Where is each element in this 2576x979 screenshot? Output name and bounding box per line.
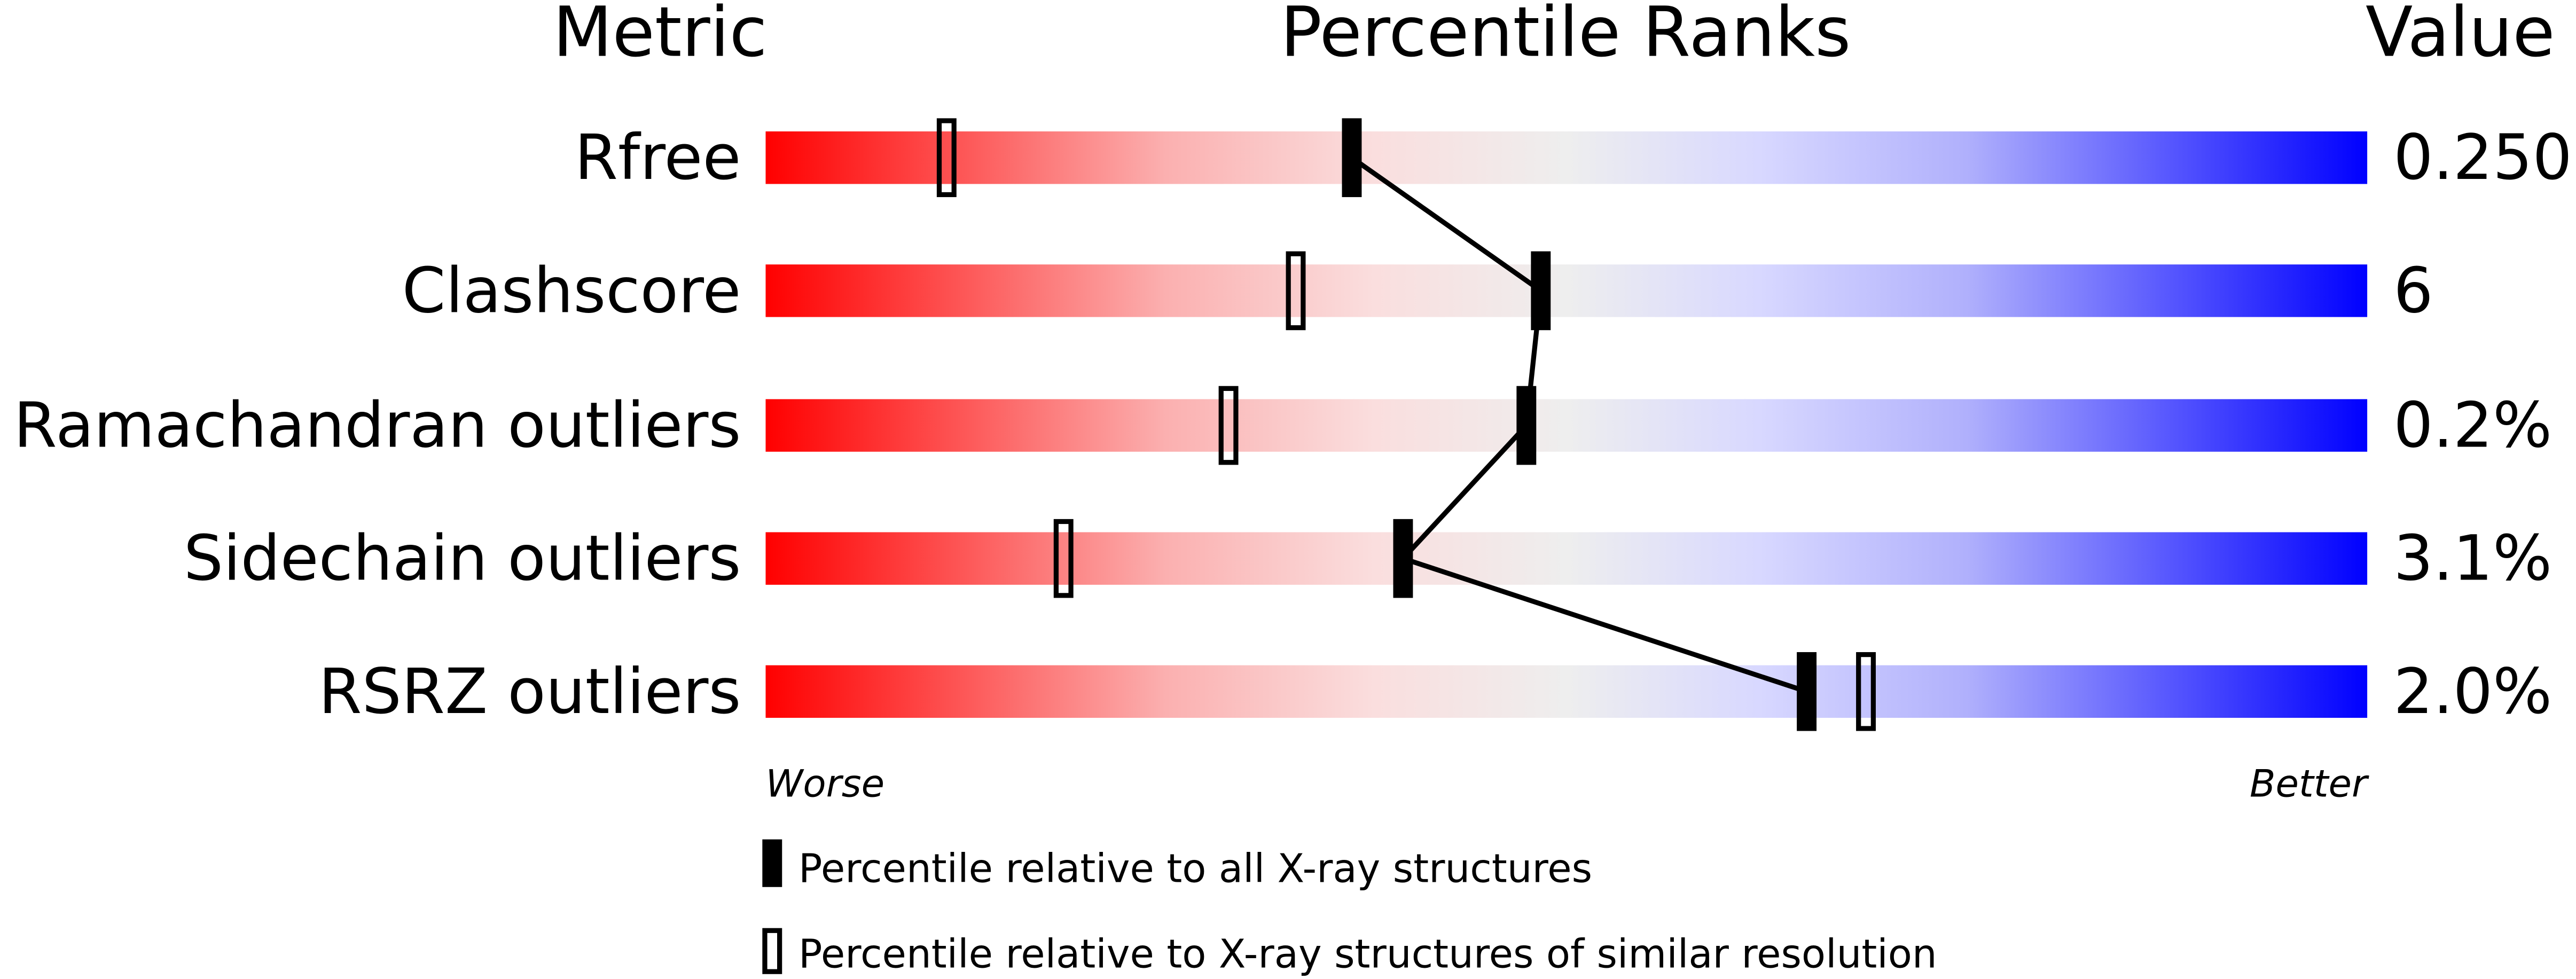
marker-similar-resolution bbox=[1053, 519, 1074, 598]
metric-value: 0.250 bbox=[2393, 121, 2572, 194]
percentile-bar bbox=[765, 131, 2368, 184]
metric-label: RSRZ outliers bbox=[318, 655, 741, 728]
marker-similar-resolution bbox=[1286, 251, 1306, 331]
worse-label: Worse bbox=[765, 762, 884, 806]
marker-similar-resolution bbox=[1856, 652, 1876, 731]
percentile-bar bbox=[765, 399, 2368, 452]
header-metric: Metric bbox=[553, 0, 768, 73]
marker-all-structures bbox=[1342, 118, 1362, 198]
legend-open-label: Percentile relative to X-ray structures … bbox=[798, 931, 1937, 977]
metric-label: Sidechain outliers bbox=[184, 522, 741, 595]
legend-filled-marker bbox=[762, 839, 782, 887]
marker-similar-resolution bbox=[936, 118, 957, 198]
marker-all-structures bbox=[1516, 386, 1537, 465]
percentile-bar bbox=[765, 665, 2368, 718]
metric-value: 2.0% bbox=[2393, 655, 2552, 728]
marker-all-structures bbox=[1393, 519, 1413, 598]
marker-similar-resolution bbox=[1218, 386, 1239, 465]
header-percentile-ranks: Percentile Ranks bbox=[1280, 0, 1851, 73]
percentile-bar bbox=[765, 264, 2368, 317]
percentile-bar bbox=[765, 532, 2368, 585]
legend-filled-label: Percentile relative to all X-ray structu… bbox=[798, 846, 1592, 892]
marker-all-structures bbox=[1797, 652, 1817, 731]
header-value: Value bbox=[2366, 0, 2555, 73]
marker-all-structures bbox=[1531, 251, 1551, 331]
legend-open-marker bbox=[762, 928, 782, 974]
metric-value: 3.1% bbox=[2393, 522, 2552, 595]
metric-value: 6 bbox=[2393, 254, 2433, 327]
better-label: Better bbox=[2250, 762, 2369, 806]
metric-value: 0.2% bbox=[2393, 389, 2552, 462]
metric-label: Clashscore bbox=[402, 254, 741, 327]
metric-label: Ramachandran outliers bbox=[13, 389, 741, 462]
metric-label: Rfree bbox=[575, 121, 741, 194]
